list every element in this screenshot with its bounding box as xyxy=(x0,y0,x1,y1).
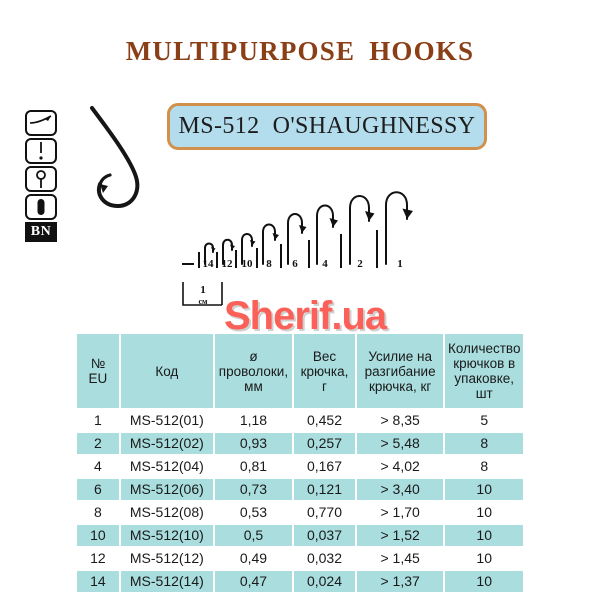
cell-code: MS-512(01) xyxy=(120,410,213,431)
cell-eu: 4 xyxy=(77,456,119,477)
size-label-14: 14 xyxy=(202,258,214,270)
cell-qty: 10 xyxy=(445,571,523,592)
cell-weight: 0,037 xyxy=(294,525,355,546)
cell-weight: 0,024 xyxy=(294,571,355,592)
cell-eu: 14 xyxy=(77,571,119,592)
cell-wire: 0,73 xyxy=(214,479,293,500)
bent-shank-icon xyxy=(25,110,57,136)
cell-force: > 1,45 xyxy=(356,548,444,569)
cell-wire: 0,49 xyxy=(214,548,293,569)
cell-force: > 5,48 xyxy=(356,433,444,454)
col-header-code: Код xyxy=(120,334,213,408)
cell-qty: 10 xyxy=(445,502,523,523)
cell-code: MS-512(02) xyxy=(120,433,213,454)
scale-value: 1 xyxy=(200,284,206,296)
scale-unit: см xyxy=(198,297,208,306)
table-row: 2 MS-512(02) 0,93 0,257 > 5,48 8 xyxy=(77,433,523,454)
cell-weight: 0,770 xyxy=(294,502,355,523)
cell-qty: 8 xyxy=(445,456,523,477)
col-header-pack-quantity: Количество крючков в упаковке, шт xyxy=(445,334,523,408)
cell-wire: 0,53 xyxy=(214,502,293,523)
cell-eu: 10 xyxy=(77,525,119,546)
cell-code: MS-512(06) xyxy=(120,479,213,500)
table-row: 12 MS-512(12) 0,49 0,032 > 1,45 10 xyxy=(77,548,523,569)
page-title-part2: HOOKS xyxy=(369,36,475,66)
straight-point-icon xyxy=(25,138,57,164)
cell-wire: 1,18 xyxy=(214,410,293,431)
cell-wire: 0,81 xyxy=(214,456,293,477)
size-label-1: 1 xyxy=(397,258,403,270)
forged-bend-icon xyxy=(25,194,57,220)
cell-weight: 0,257 xyxy=(294,433,355,454)
cell-force: > 1,37 xyxy=(356,571,444,592)
table-row: 6 MS-512(06) 0,73 0,121 > 3,40 10 xyxy=(77,479,523,500)
cell-eu: 6 xyxy=(77,479,119,500)
table-body: 1 MS-512(01) 1,18 0,452 > 8,35 5 2 MS-512(02) 0,… xyxy=(77,410,523,592)
model-banner: MS-512 O'SHAUGHNESSY xyxy=(167,103,487,150)
cell-code: MS-512(04) xyxy=(120,456,213,477)
col-header-weight: Вес крючка, г xyxy=(294,334,355,408)
model-name: O'SHAUGHNESSY xyxy=(272,113,476,139)
cell-wire: 0,93 xyxy=(214,433,293,454)
specification-table: № EU Код ø проволоки, мм Вес крючка, г xyxy=(75,332,525,594)
cell-weight: 0,167 xyxy=(294,456,355,477)
cell-qty: 5 xyxy=(445,410,523,431)
ring-eye-icon xyxy=(25,166,57,192)
cell-qty: 10 xyxy=(445,548,523,569)
cell-force: > 8,35 xyxy=(356,410,444,431)
cell-code: MS-512(14) xyxy=(120,571,213,592)
hook-illustration xyxy=(80,100,170,225)
cell-force: > 4,02 xyxy=(356,456,444,477)
col-header-bend-force: Усилие на разгибание крючка, кг xyxy=(356,334,444,408)
hook-size-labels: 14 12 10 8 6 4 2 1 xyxy=(180,258,440,280)
size-label-10: 10 xyxy=(241,258,253,270)
cell-weight: 0,121 xyxy=(294,479,355,500)
table-row: 8 MS-512(08) 0,53 0,770 > 1,70 10 xyxy=(77,502,523,523)
cell-eu: 1 xyxy=(77,410,119,431)
page-title: MULTIPURPOSE HOOKS xyxy=(0,36,600,67)
table-row: 4 MS-512(04) 0,81 0,167 > 4,02 8 xyxy=(77,456,523,477)
cell-force: > 1,70 xyxy=(356,502,444,523)
cell-qty: 8 xyxy=(445,433,523,454)
hook-size-chart xyxy=(180,190,440,275)
table-row: 1 MS-512(01) 1,18 0,452 > 8,35 5 xyxy=(77,410,523,431)
cell-weight: 0,032 xyxy=(294,548,355,569)
cell-weight: 0,452 xyxy=(294,410,355,431)
cell-eu: 12 xyxy=(77,548,119,569)
size-label-12: 12 xyxy=(221,258,233,270)
model-code: MS-512 xyxy=(178,113,260,139)
finish-code-badge: BN xyxy=(25,222,57,242)
cell-qty: 10 xyxy=(445,479,523,500)
size-label-4: 4 xyxy=(322,258,328,270)
size-label-6: 6 xyxy=(292,258,298,270)
table-row: 10 MS-512(10) 0,5 0,037 > 1,52 10 xyxy=(77,525,523,546)
scale-bar-label: 1 см xyxy=(192,285,214,307)
cell-force: > 3,40 xyxy=(356,479,444,500)
size-label-8: 8 xyxy=(266,258,272,270)
page-title-part1: MULTIPURPOSE xyxy=(125,36,356,66)
cell-force: > 1,52 xyxy=(356,525,444,546)
cell-wire: 0,47 xyxy=(214,571,293,592)
table-header: № EU Код ø проволоки, мм Вес крючка, г xyxy=(77,334,523,408)
col-header-wire-diameter: ø проволоки, мм xyxy=(214,334,293,408)
cell-qty: 10 xyxy=(445,525,523,546)
scale-bar: 1 см xyxy=(182,281,230,314)
size-label-2: 2 xyxy=(357,258,363,270)
cell-code: MS-512(10) xyxy=(120,525,213,546)
col-header-eu: № EU xyxy=(77,334,119,408)
cell-wire: 0,5 xyxy=(214,525,293,546)
table-header-row: № EU Код ø проволоки, мм Вес крючка, г xyxy=(77,334,523,408)
cell-eu: 8 xyxy=(77,502,119,523)
feature-icon-stack: BN xyxy=(25,110,57,242)
table-row: 14 MS-512(14) 0,47 0,024 > 1,37 10 xyxy=(77,571,523,592)
cell-code: MS-512(12) xyxy=(120,548,213,569)
cell-code: MS-512(08) xyxy=(120,502,213,523)
cell-eu: 2 xyxy=(77,433,119,454)
